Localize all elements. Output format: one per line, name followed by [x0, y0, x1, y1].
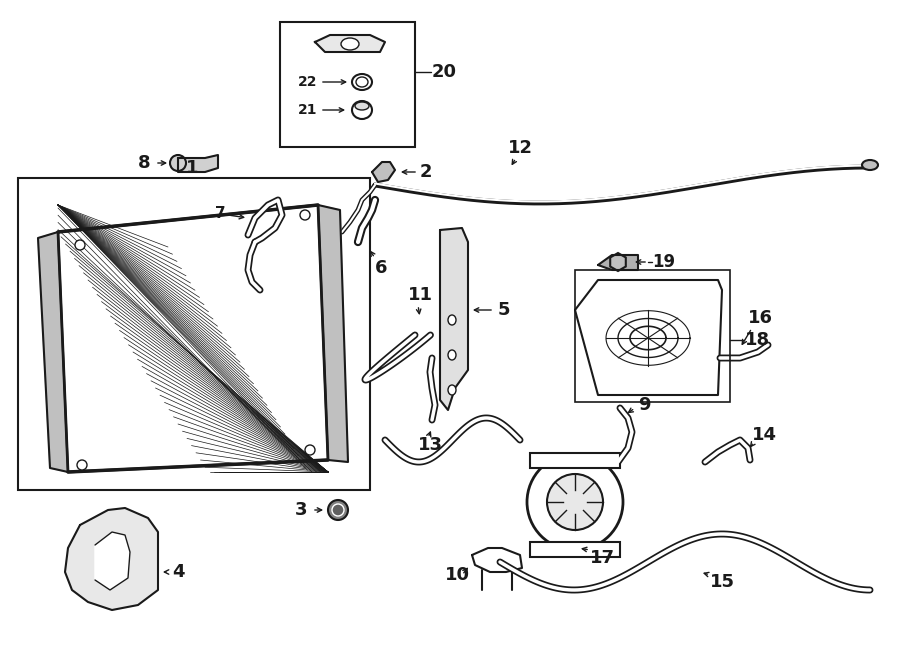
Polygon shape: [178, 155, 218, 172]
Text: 12: 12: [508, 139, 533, 157]
Ellipse shape: [352, 74, 372, 90]
Circle shape: [527, 454, 623, 550]
Circle shape: [300, 210, 310, 220]
Bar: [280, 22, 415, 147]
Ellipse shape: [448, 350, 456, 360]
Bar: [575, 270, 730, 402]
Text: 4: 4: [172, 563, 184, 581]
Text: 7: 7: [215, 206, 226, 221]
Text: 22: 22: [298, 75, 318, 89]
Polygon shape: [598, 255, 638, 270]
Bar: [18, 178, 370, 490]
Text: 19: 19: [652, 253, 675, 271]
Bar: [530, 453, 620, 468]
Circle shape: [305, 445, 315, 455]
Circle shape: [328, 500, 348, 520]
Polygon shape: [372, 162, 395, 182]
Text: 17: 17: [590, 549, 615, 567]
Text: 3: 3: [295, 501, 308, 519]
Polygon shape: [315, 35, 385, 52]
Ellipse shape: [448, 315, 456, 325]
Text: 18: 18: [745, 331, 770, 349]
Text: 8: 8: [138, 154, 150, 172]
Polygon shape: [440, 228, 468, 410]
Text: 6: 6: [375, 259, 388, 277]
Text: 9: 9: [638, 396, 651, 414]
Ellipse shape: [355, 102, 369, 110]
Text: 16: 16: [748, 309, 773, 327]
Bar: [530, 542, 620, 557]
Polygon shape: [38, 232, 68, 472]
Text: 11: 11: [408, 286, 433, 304]
Text: 13: 13: [418, 436, 443, 454]
Ellipse shape: [862, 160, 878, 170]
Polygon shape: [58, 205, 328, 472]
Circle shape: [75, 240, 85, 250]
Circle shape: [547, 474, 603, 530]
Text: 5: 5: [498, 301, 510, 319]
Text: 21: 21: [298, 103, 318, 117]
Ellipse shape: [341, 38, 359, 50]
Text: 1: 1: [185, 159, 198, 177]
Ellipse shape: [448, 385, 456, 395]
Text: 10: 10: [445, 566, 470, 584]
Ellipse shape: [352, 101, 372, 119]
Polygon shape: [318, 205, 348, 462]
Polygon shape: [575, 280, 722, 395]
Polygon shape: [65, 508, 158, 610]
Text: 20: 20: [432, 63, 457, 81]
Text: 15: 15: [710, 573, 735, 591]
Text: 2: 2: [420, 163, 433, 181]
Text: 14: 14: [752, 426, 777, 444]
Polygon shape: [95, 532, 130, 590]
Circle shape: [77, 460, 87, 470]
Circle shape: [170, 155, 186, 171]
Ellipse shape: [356, 77, 368, 87]
Circle shape: [332, 504, 344, 516]
